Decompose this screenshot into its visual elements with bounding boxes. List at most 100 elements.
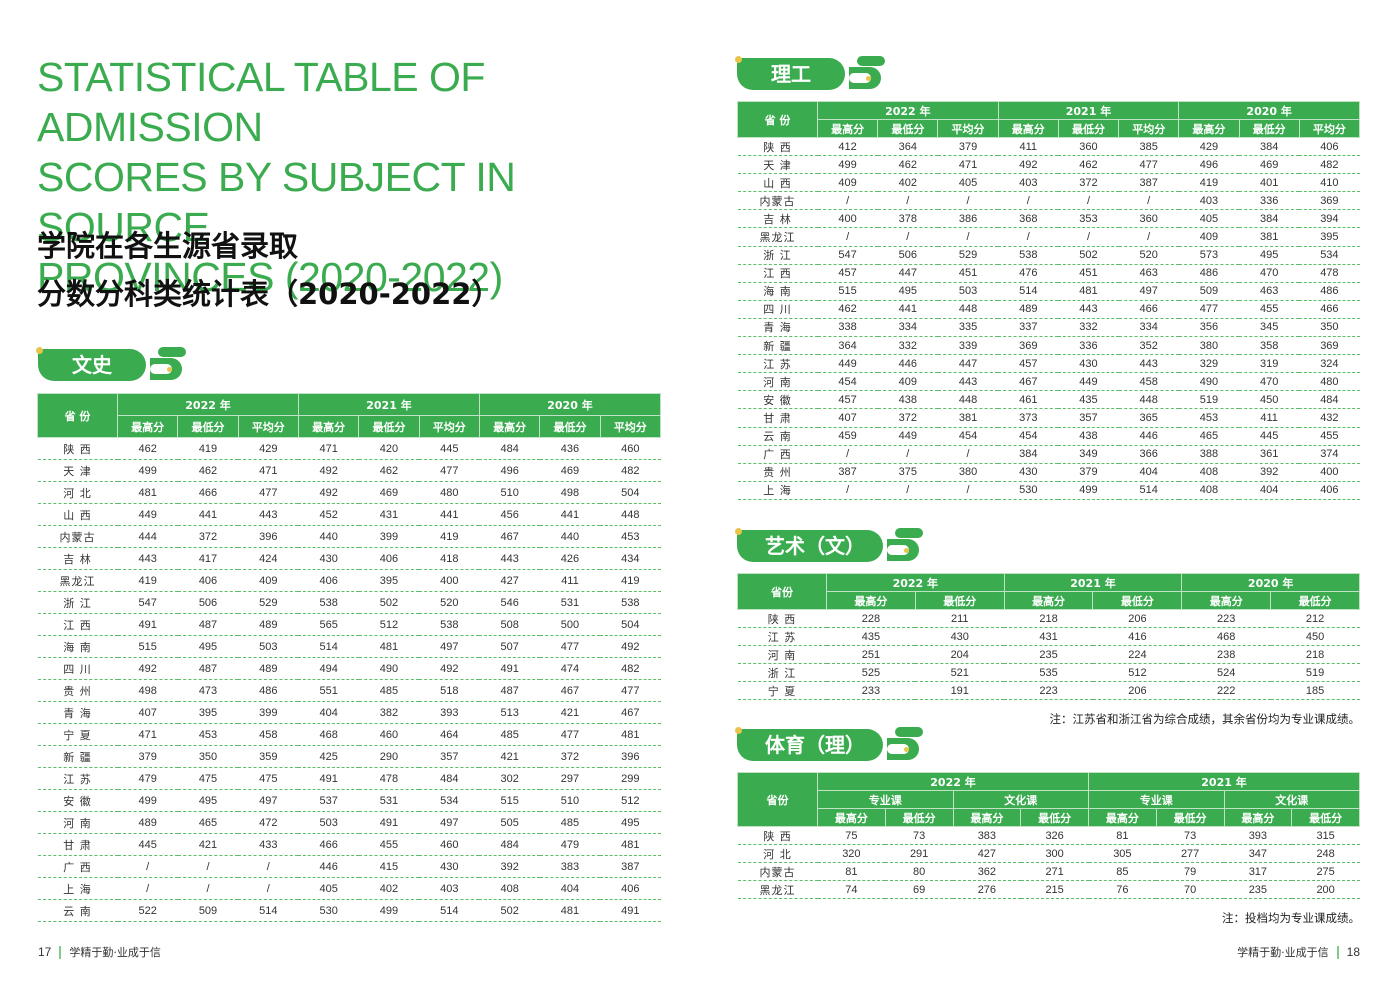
score-cell: 421	[177, 833, 239, 856]
table-row: 黑龙江 419 406 409 406 395 400 427 411 419	[37, 569, 661, 592]
score-cell: 290	[358, 745, 420, 768]
score-cell: 499	[817, 155, 878, 175]
score-cell: 350	[1299, 318, 1360, 338]
province-cell: 广 西	[37, 855, 118, 878]
score-cell: 551	[298, 679, 359, 702]
score-cell: 467	[539, 679, 601, 702]
province-cell: 吉 林	[37, 547, 118, 570]
province-cell: 河 南	[737, 372, 818, 392]
score-cell: 404	[1118, 463, 1179, 482]
score-cell: 420	[358, 437, 420, 460]
english-title: STATISTICAL TABLE OF ADMISSION SCORES BY…	[37, 52, 677, 302]
score-cell: 204	[915, 645, 1005, 665]
score-cell: 458	[238, 723, 299, 746]
score-cell: 451	[937, 264, 999, 283]
score-cell: 472	[238, 811, 299, 834]
header-year-2021: 2021 年	[1003, 573, 1183, 592]
score-cell: 497	[1118, 282, 1179, 301]
score-cell: 510	[539, 789, 601, 812]
score-cell: 228	[826, 609, 916, 629]
score-cell: 383	[539, 855, 601, 878]
score-cell: 388	[1178, 445, 1240, 464]
score-cell: 80	[885, 862, 953, 882]
score-cell: 385	[1118, 137, 1179, 157]
footer-left: 17 学精于勤·业成于信	[38, 944, 161, 960]
score-cell: 481	[539, 899, 601, 922]
header-max: 最高分	[826, 591, 916, 610]
score-cell: 223	[1004, 681, 1093, 701]
score-cell: 430	[998, 463, 1059, 482]
header-min: 最低分	[1291, 808, 1360, 827]
score-cell: 513	[479, 701, 540, 724]
province-cell: 黑龙江	[737, 880, 818, 900]
score-cell: 440	[298, 525, 359, 548]
score-cell: 426	[539, 547, 601, 570]
score-cell: 394	[1299, 209, 1360, 229]
table-row: 安 徽 499 495 497 537 531 534 515 510 512	[37, 789, 661, 812]
decor-cap-icon	[158, 347, 186, 357]
table-row: 浙 江 547 506 529 538 502 520 546 531 538	[37, 591, 661, 614]
score-cell: 514	[298, 635, 359, 658]
score-cell: 534	[1299, 246, 1360, 265]
score-cell: 457	[998, 354, 1059, 374]
score-cell: 521	[915, 663, 1005, 683]
province-cell: 河 南	[737, 645, 827, 665]
score-cell: 470	[1239, 264, 1300, 283]
divider	[1336, 945, 1339, 959]
header-max: 最高分	[952, 808, 1022, 827]
score-cell: 449	[877, 427, 938, 446]
header-major-course: 专业课	[1088, 790, 1225, 809]
score-cell: 411	[539, 569, 601, 592]
score-cell: 534	[419, 789, 480, 812]
score-cell: 466	[1118, 300, 1179, 319]
province-cell: 山 西	[37, 503, 118, 526]
table-row: 黑龙江 / / / / //409 381 395	[737, 227, 1360, 247]
score-cell: 445	[419, 437, 480, 460]
header-province: 省 份	[737, 101, 818, 138]
province-cell: 上 海	[37, 877, 118, 900]
score-cell: 235	[1004, 645, 1093, 665]
score-cell: 395	[1299, 227, 1360, 247]
score-cell: 462	[1058, 155, 1119, 175]
score-cell: 477	[419, 459, 480, 482]
score-cell: 573	[1178, 246, 1240, 265]
table-row: 河 北 481 466 477 492 469 480 510 498 504	[37, 481, 661, 504]
header-min: 最低分	[914, 591, 1005, 610]
score-cell: 503	[298, 811, 359, 834]
score-cell: /	[817, 191, 878, 211]
score-cell: 453	[177, 723, 239, 746]
dot-icon	[904, 747, 909, 752]
score-cell: 332	[877, 336, 938, 356]
tiyu-score-table: 省份 2022 年 2021 年 专业课 文化课 专业课 文化课 最高分 最低分…	[737, 772, 1360, 900]
header-year-2020: 2020 年	[478, 393, 662, 416]
score-cell: 443	[238, 503, 299, 526]
score-cell: 460	[358, 723, 420, 746]
score-cell: 497	[419, 811, 480, 834]
score-cell: 514	[998, 282, 1059, 301]
score-cell: 464	[419, 723, 480, 746]
score-cell: 515	[479, 789, 540, 812]
score-cell: 455	[1299, 427, 1360, 446]
score-cell: 520	[1118, 246, 1179, 265]
score-cell: 445	[117, 833, 178, 856]
table-row: 吉 林 443 417 424 430 406 418 443 426 434	[37, 547, 661, 570]
header-max: 最高分	[817, 808, 886, 827]
score-cell: 491	[600, 899, 661, 922]
province-cell: 广 西	[737, 445, 818, 464]
footer-motto: 学精于勤·业成于信	[1237, 946, 1329, 959]
score-cell: 485	[358, 679, 420, 702]
score-cell: 446	[877, 354, 938, 374]
table-row: 河 南 454 409 443 467 449 458 490 470 480	[737, 372, 1360, 392]
score-cell: 409	[817, 173, 878, 193]
province-cell: 山 西	[737, 173, 818, 193]
table-row: 宁 夏 233 191 223 206 222 185	[737, 681, 1360, 701]
score-cell: 463	[1118, 264, 1179, 283]
score-cell: 384	[998, 445, 1059, 464]
score-cell: 471	[117, 723, 178, 746]
province-cell: 江 西	[37, 613, 118, 636]
score-cell: /	[1118, 191, 1179, 211]
province-cell: 贵 州	[37, 679, 118, 702]
dot-icon	[735, 56, 742, 63]
score-cell: 369	[998, 336, 1059, 356]
score-cell: 404	[298, 701, 359, 724]
